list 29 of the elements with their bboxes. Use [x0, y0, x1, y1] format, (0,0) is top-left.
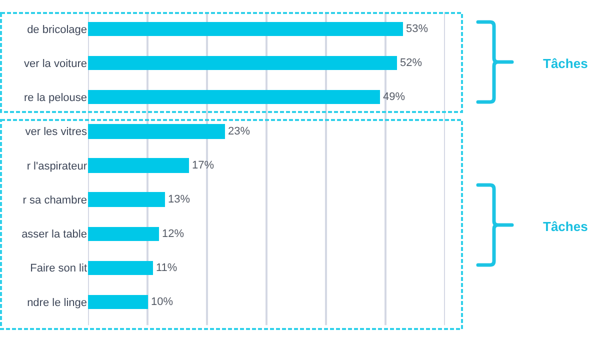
data-label: 12% — [162, 228, 184, 240]
data-label: 53% — [406, 23, 428, 35]
bar — [88, 22, 403, 36]
data-label: 52% — [400, 57, 422, 69]
data-label: 10% — [151, 296, 174, 308]
data-label: 49% — [383, 91, 406, 103]
y-tick-label: ver les vitres — [25, 126, 88, 138]
bar — [88, 158, 189, 173]
data-label: 23% — [228, 126, 250, 138]
text: Tâches — [543, 219, 588, 234]
data-label: 11% — [156, 262, 178, 274]
bar — [88, 192, 165, 207]
text: Tâches — [543, 56, 588, 71]
bar — [88, 124, 225, 139]
y-tick-label: r sa chambre — [22, 194, 87, 206]
y-tick-label: re la pelouse — [24, 92, 87, 104]
bar — [88, 90, 380, 104]
bar — [88, 56, 397, 70]
y-tick-label: asser la table — [22, 228, 87, 241]
y-tick-label: Faire son lit — [30, 262, 87, 275]
y-tick-label: r l'aspirateur — [26, 160, 88, 172]
bar — [88, 295, 148, 309]
data-label: 17% — [192, 160, 214, 172]
y-tick-label: de bricolage — [27, 24, 87, 36]
bar — [88, 261, 153, 275]
y-tick-label: ver la voiture — [24, 58, 87, 70]
y-tick-label: ndre le linge — [27, 296, 87, 309]
bar — [88, 227, 159, 241]
data-label: 13% — [168, 194, 190, 206]
